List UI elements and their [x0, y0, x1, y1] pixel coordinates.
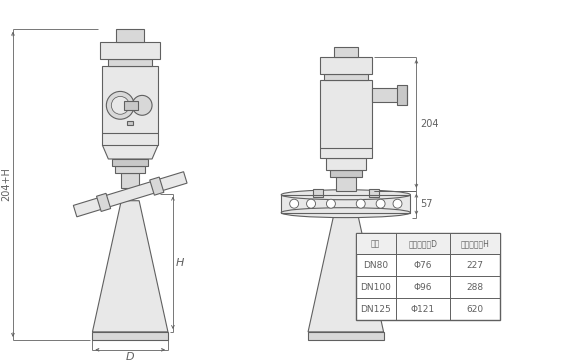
Bar — [324, 74, 368, 80]
Bar — [116, 29, 144, 42]
Text: Φ76: Φ76 — [414, 261, 432, 270]
Text: Φ121: Φ121 — [411, 305, 435, 313]
Bar — [320, 80, 372, 158]
Circle shape — [356, 199, 365, 208]
Text: Φ96: Φ96 — [414, 283, 432, 292]
Bar — [334, 47, 358, 57]
Circle shape — [327, 199, 335, 208]
Polygon shape — [150, 177, 164, 195]
Ellipse shape — [281, 208, 410, 218]
Text: 620: 620 — [467, 305, 484, 313]
Polygon shape — [102, 145, 158, 159]
Text: 喇叭口直径D: 喇叭口直径D — [409, 239, 438, 248]
Ellipse shape — [281, 190, 410, 200]
Bar — [372, 88, 399, 102]
Bar — [112, 159, 148, 166]
Circle shape — [393, 199, 402, 208]
Bar — [356, 233, 500, 254]
Bar — [330, 170, 362, 177]
Bar — [356, 233, 500, 320]
Circle shape — [376, 199, 385, 208]
Bar — [124, 101, 138, 110]
Circle shape — [106, 91, 134, 119]
Text: DN125: DN125 — [360, 305, 391, 313]
Bar — [116, 166, 145, 173]
Text: 喇叭口高度H: 喇叭口高度H — [460, 239, 489, 248]
Bar — [121, 173, 139, 188]
Circle shape — [307, 199, 316, 208]
Text: D: D — [126, 352, 134, 362]
Bar — [313, 189, 323, 197]
Bar — [102, 66, 158, 145]
Polygon shape — [97, 193, 110, 211]
Bar — [281, 195, 410, 213]
Bar — [369, 189, 378, 197]
Bar — [336, 177, 356, 191]
Polygon shape — [73, 172, 187, 217]
Polygon shape — [308, 201, 384, 332]
Text: 57: 57 — [420, 199, 433, 209]
Circle shape — [112, 96, 129, 114]
Bar — [92, 332, 168, 340]
Circle shape — [132, 95, 152, 115]
Text: 204: 204 — [420, 119, 439, 129]
Text: 204+H: 204+H — [1, 167, 11, 201]
Bar — [100, 42, 160, 59]
Bar — [108, 59, 152, 66]
Text: DN80: DN80 — [363, 261, 388, 270]
Bar — [127, 121, 133, 125]
Polygon shape — [92, 201, 168, 332]
Bar — [326, 158, 366, 170]
Circle shape — [290, 199, 299, 208]
Text: 288: 288 — [467, 283, 484, 292]
Bar — [398, 86, 407, 105]
Text: 227: 227 — [467, 261, 484, 270]
Bar — [320, 57, 372, 74]
Text: DN100: DN100 — [360, 283, 391, 292]
Text: H: H — [176, 258, 184, 268]
Text: 法兰: 法兰 — [371, 239, 380, 248]
Bar — [308, 332, 384, 340]
